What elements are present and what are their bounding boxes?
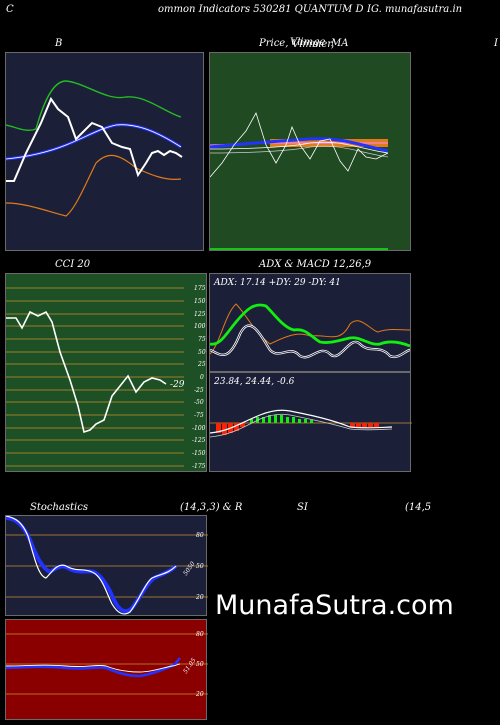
svg-text:75: 75 xyxy=(198,336,206,343)
bollinger-label: B xyxy=(55,38,63,49)
svg-text:80: 80 xyxy=(196,631,204,638)
header-left: C xyxy=(6,4,14,15)
header-title: ommon Indicators 530281 QUANTUM D xyxy=(158,4,364,15)
svg-text:150: 150 xyxy=(194,298,206,305)
svg-text:-25: -25 xyxy=(194,387,204,394)
macd-signal-line xyxy=(210,413,393,438)
svg-text:-150: -150 xyxy=(192,450,206,457)
header-site: IG. munafasutra.in xyxy=(367,4,463,15)
cci-panel: 175 150 125 100 75 50 25 0 -25 -50 -75 -… xyxy=(5,273,207,472)
rsi-chart: 80 50 20 51.05 xyxy=(6,631,208,698)
bollinger-price-line xyxy=(6,96,183,182)
svg-text:175: 175 xyxy=(194,285,206,292)
cci-label: CCI 20 xyxy=(55,259,91,270)
ma-label: MA xyxy=(331,38,349,49)
adx-macd-label: ADX & MACD 12,26,9 xyxy=(259,259,372,270)
svg-text:-50: -50 xyxy=(194,399,204,406)
stoch-d-line xyxy=(6,516,178,614)
ma-line-3 xyxy=(210,141,389,154)
bollinger-middle-band-inner xyxy=(6,124,182,160)
price-line xyxy=(210,111,389,178)
ma-line-2 xyxy=(210,137,389,153)
adx-readout: ADX: 17.14 +DY: 29 -DY: 41 xyxy=(213,278,341,288)
cci-chart: 175 150 125 100 75 50 25 0 -25 -50 -75 -… xyxy=(6,285,206,470)
adx-di-plus-line xyxy=(210,324,411,359)
cci-gridlines xyxy=(6,287,184,467)
adx-panel: ADX: 17.14 +DY: 29 -DY: 41 xyxy=(209,273,411,372)
edge-label: I xyxy=(494,38,498,49)
adx-di-minus-line xyxy=(210,303,411,355)
svg-text:-100: -100 xyxy=(192,425,206,432)
stoch-chart: 80 50 20 5050 xyxy=(6,516,208,615)
bollinger-upper-band xyxy=(6,80,182,132)
svg-text:-175: -175 xyxy=(192,463,206,470)
ma-line-4 xyxy=(210,145,389,158)
bollinger-lower-band xyxy=(6,154,182,217)
adx-chart: ADX: 17.14 +DY: 29 -DY: 41 xyxy=(210,278,411,359)
adx-line xyxy=(210,303,411,348)
bollinger-panel xyxy=(5,52,204,251)
macd-readout: 23.84, 24.44, -0.6 xyxy=(213,377,295,387)
volume-label-b: Vlmmer, xyxy=(292,39,335,50)
svg-text:100: 100 xyxy=(194,323,206,330)
price-label: Price, xyxy=(259,38,289,49)
stoch-k-line xyxy=(6,516,177,615)
svg-text:50: 50 xyxy=(196,661,204,668)
rsi-si-label: SI xyxy=(297,502,308,513)
cci-line xyxy=(6,310,167,434)
volume-label-a: Vlimge xyxy=(290,37,326,48)
stoch-value: 5050 xyxy=(182,560,197,577)
price-ma-panel xyxy=(209,52,411,251)
macd-chart: 23.84, 24.44, -0.6 xyxy=(210,377,412,438)
svg-text:125: 125 xyxy=(194,311,206,318)
macd-line xyxy=(210,409,393,434)
rsi-params-label: (14,5 xyxy=(405,502,432,513)
svg-text:-75: -75 xyxy=(194,412,204,419)
svg-text:20: 20 xyxy=(195,594,204,601)
macd-panel: 23.84, 24.44, -0.6 xyxy=(209,372,412,472)
svg-text:50: 50 xyxy=(196,563,204,570)
stoch-panel: 80 50 20 5050 xyxy=(5,515,208,616)
rsi-line-blue xyxy=(6,657,181,678)
rsi-line-white xyxy=(6,663,181,673)
cci-value: -29 xyxy=(170,380,185,390)
svg-text:80: 80 xyxy=(196,532,204,539)
cci-ticks: 175 150 125 100 75 50 25 0 -25 -50 -75 -… xyxy=(192,285,206,470)
watermark-text: MunafaSutra.com xyxy=(215,590,454,621)
svg-text:-125: -125 xyxy=(192,437,206,444)
stoch-label: Stochastics xyxy=(30,502,88,513)
stoch-params-label: (14,3,3) & R xyxy=(180,502,243,513)
svg-text:0: 0 xyxy=(200,374,204,381)
adx-di-plus-inner xyxy=(210,325,411,358)
rsi-panel: 80 50 20 51.05 xyxy=(5,619,208,720)
svg-text:50: 50 xyxy=(198,349,206,356)
bollinger-chart xyxy=(6,80,183,217)
svg-text:25: 25 xyxy=(197,361,206,368)
price-ma-chart xyxy=(210,111,389,250)
svg-text:20: 20 xyxy=(195,691,204,698)
